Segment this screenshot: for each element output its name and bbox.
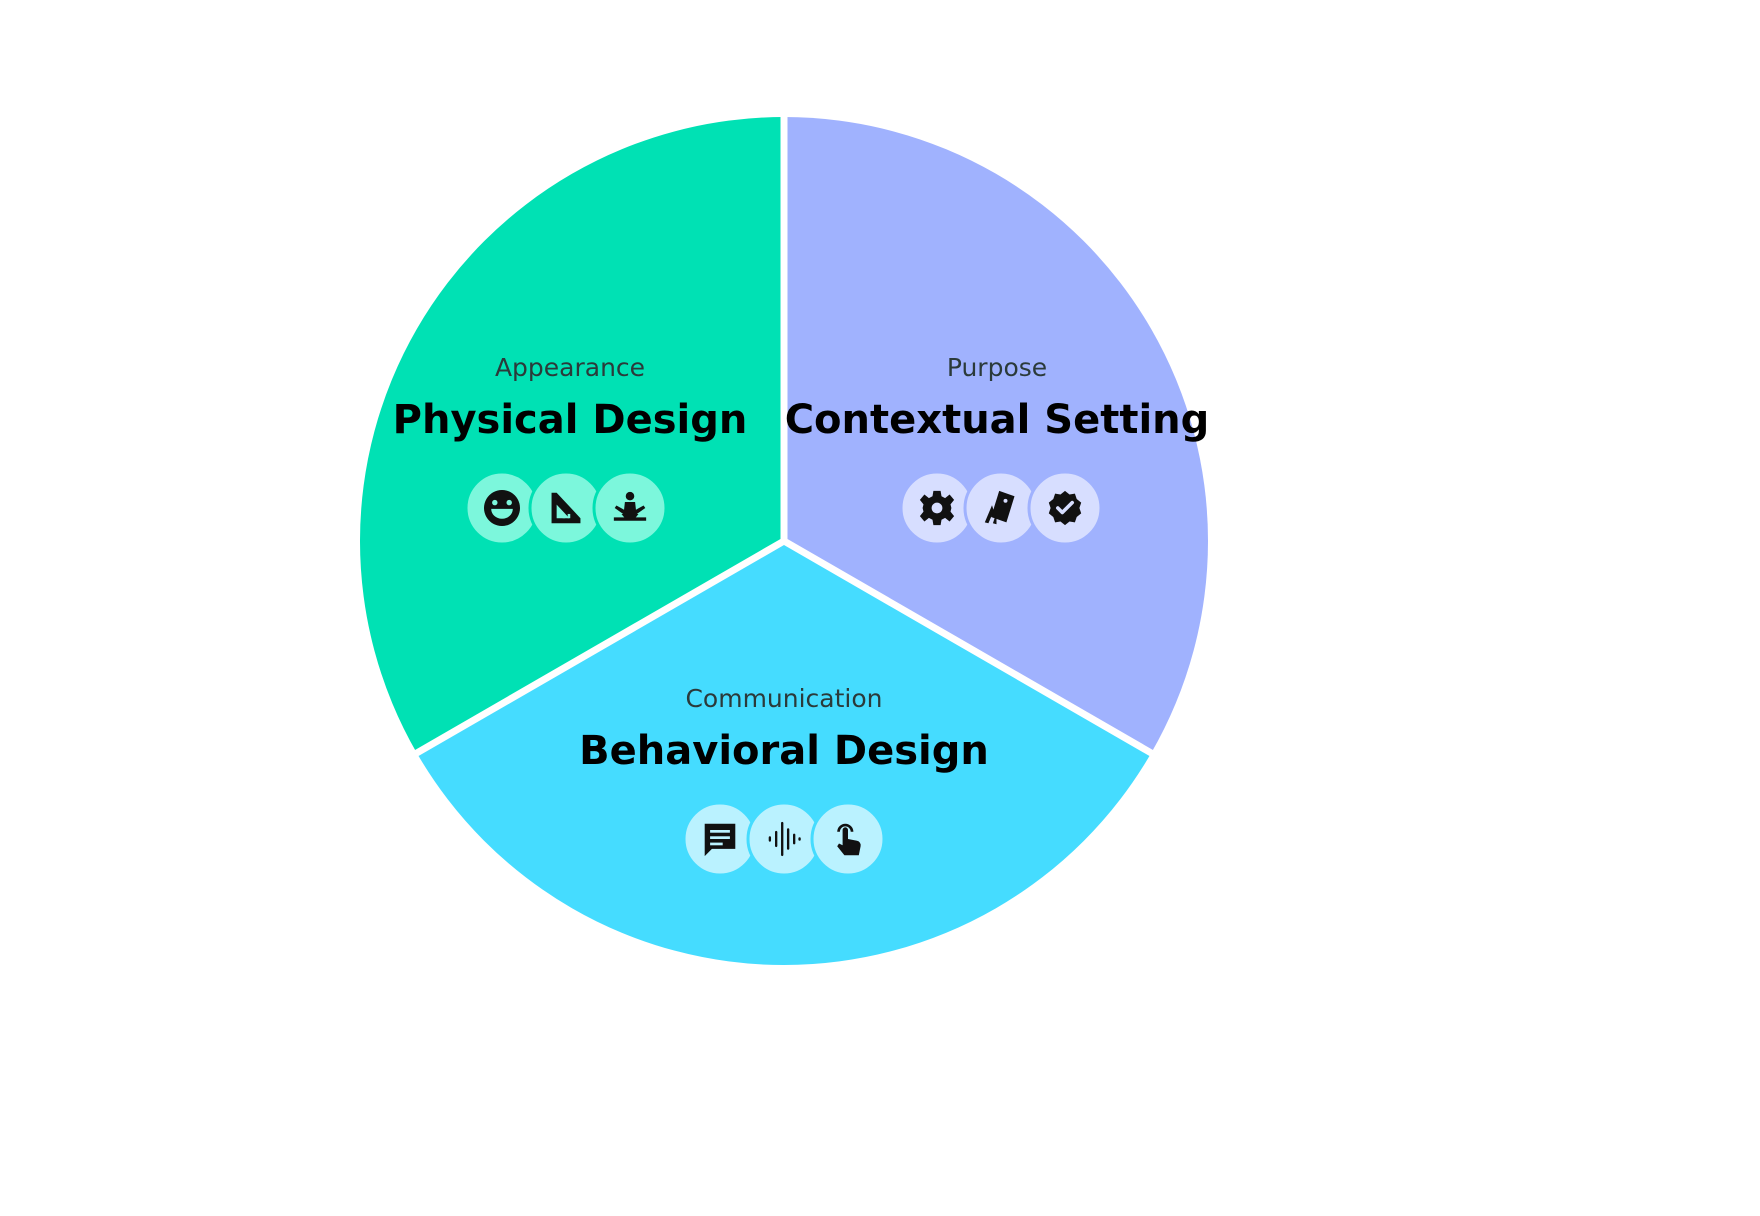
physical-icon-group	[464, 470, 668, 546]
physical-subtitle: Appearance	[495, 353, 645, 382]
behavioral-title: Behavioral Design	[579, 728, 989, 774]
segment-contextual-setting	[784, 117, 1209, 753]
icon-circle	[899, 470, 975, 546]
behavioral-subtitle: Communication	[685, 684, 882, 713]
contextual-icon-group	[899, 470, 1103, 546]
segment-physical-design	[359, 117, 784, 753]
contextual-subtitle: Purpose	[947, 353, 1047, 382]
divider-right	[782, 537, 1160, 760]
contextual-title: Contextual Setting	[785, 397, 1210, 443]
smiley-face-icon	[484, 490, 520, 526]
behavioral-icon-group	[682, 801, 886, 877]
segment-dividers	[408, 110, 1160, 760]
physical-title: Physical Design	[393, 397, 748, 443]
icon-circle	[746, 801, 822, 877]
divider-left	[408, 537, 786, 760]
